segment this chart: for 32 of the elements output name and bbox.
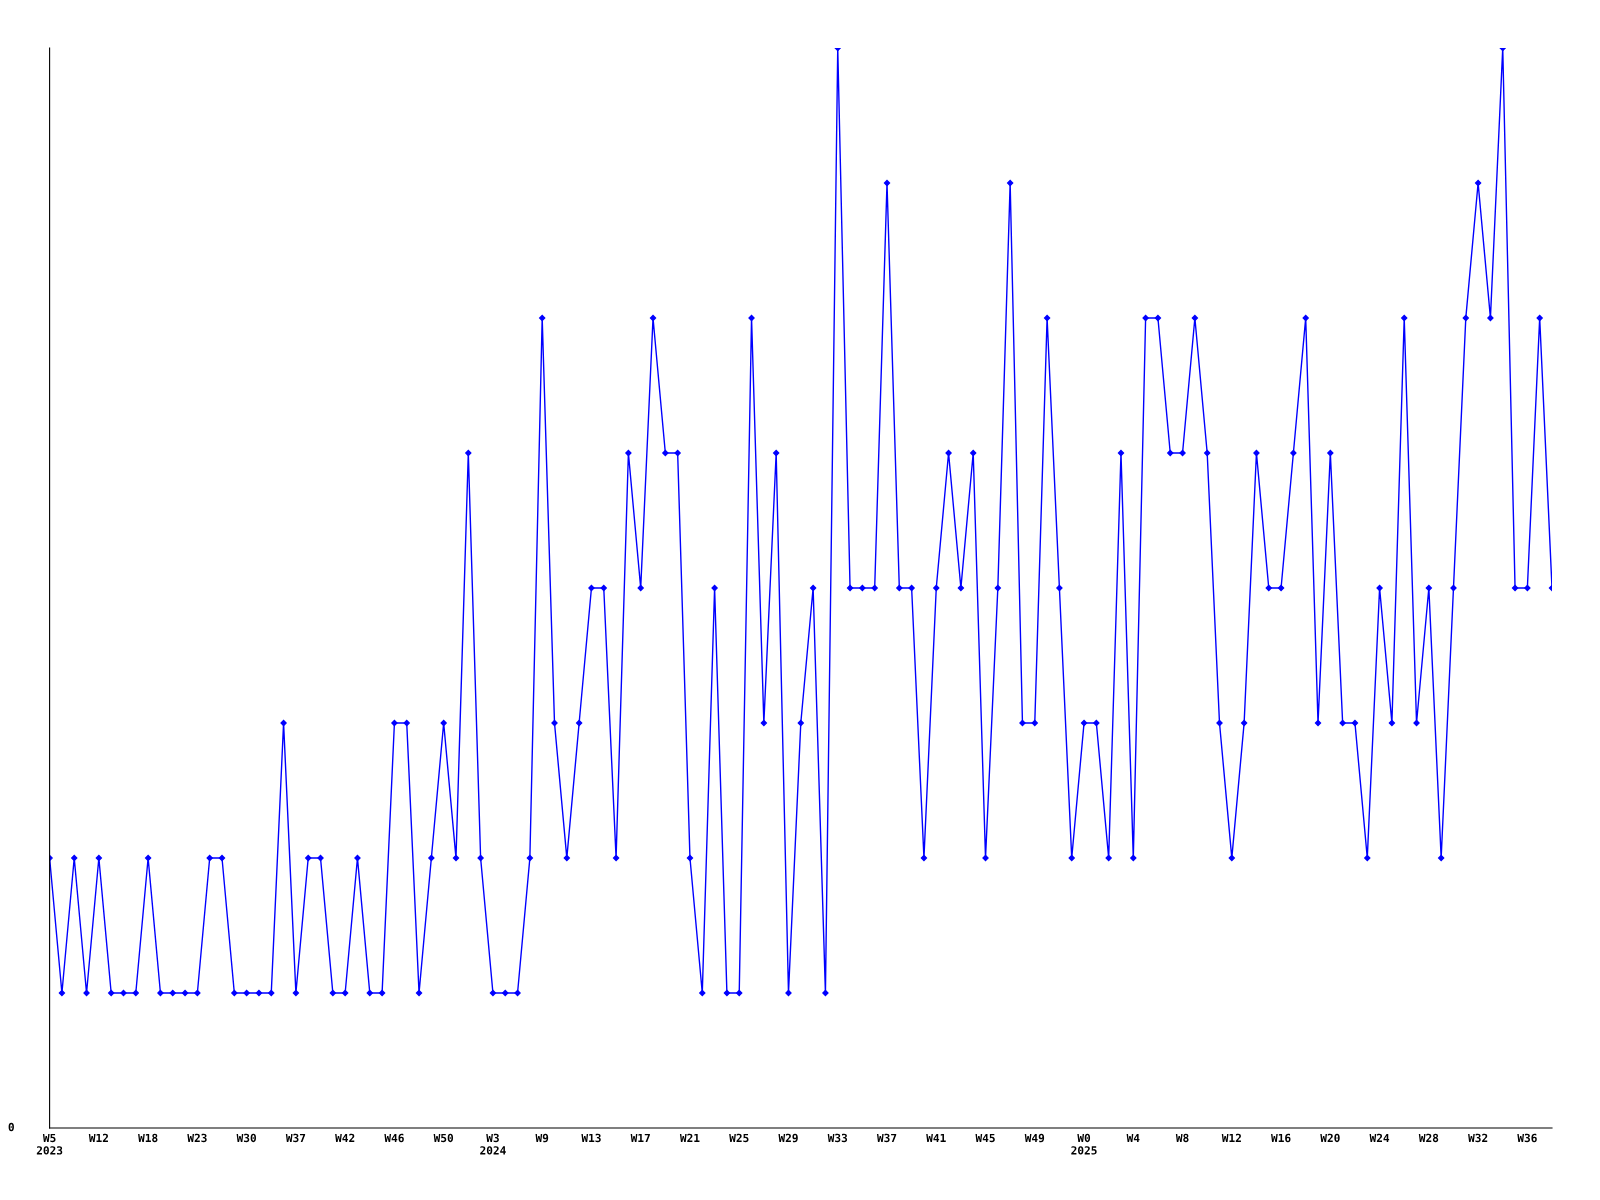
x-tick-label: W8 (1175, 1133, 1189, 1143)
x-tick-label: W9 (535, 1133, 549, 1143)
x-tick-label: W3 2024 (480, 1133, 506, 1155)
x-tick-label: W20 (1320, 1133, 1340, 1143)
x-tick-label: W33 (827, 1133, 848, 1143)
x-tick-label: W17 (630, 1133, 650, 1142)
x-tick-label: W5 2023 (36, 1133, 63, 1155)
x-tick-label: W37 (876, 1133, 897, 1143)
x-tick-label: W23 (187, 1133, 207, 1143)
x-tick-label: W4 (1126, 1133, 1140, 1142)
x-tick-label: W30 (236, 1133, 256, 1143)
x-tick-label: W18 (138, 1133, 158, 1143)
x-tick-label: W50 (433, 1133, 454, 1143)
text: 0 (8, 1122, 14, 1132)
x-tick-label: W42 (335, 1133, 355, 1142)
x-tick-label: W36 (1517, 1133, 1537, 1143)
x-tick-label: W49 (1024, 1133, 1045, 1143)
x-tick-label: W16 (1271, 1133, 1291, 1143)
x-tick-label: W12 (1221, 1133, 1241, 1142)
x-tick-label: W21 (679, 1133, 700, 1142)
x-tick-label: W12 (88, 1133, 108, 1142)
x-tick-label: W37 (285, 1133, 306, 1143)
x-tick-label: W29 (778, 1133, 798, 1143)
x-tick-label: W28 (1418, 1133, 1439, 1143)
x-tick-label: W25 (729, 1133, 749, 1143)
x-tick-label: W41 (926, 1133, 946, 1142)
x-tick-label: W24 (1369, 1133, 1390, 1142)
x-tick-label: W46 (384, 1133, 404, 1143)
x-tick-label: W13 (581, 1133, 601, 1143)
x-tick-label: W45 (975, 1133, 995, 1143)
x-tick-label: W32 (1468, 1133, 1488, 1143)
x-tick-label: W0 2025 (1071, 1133, 1097, 1155)
